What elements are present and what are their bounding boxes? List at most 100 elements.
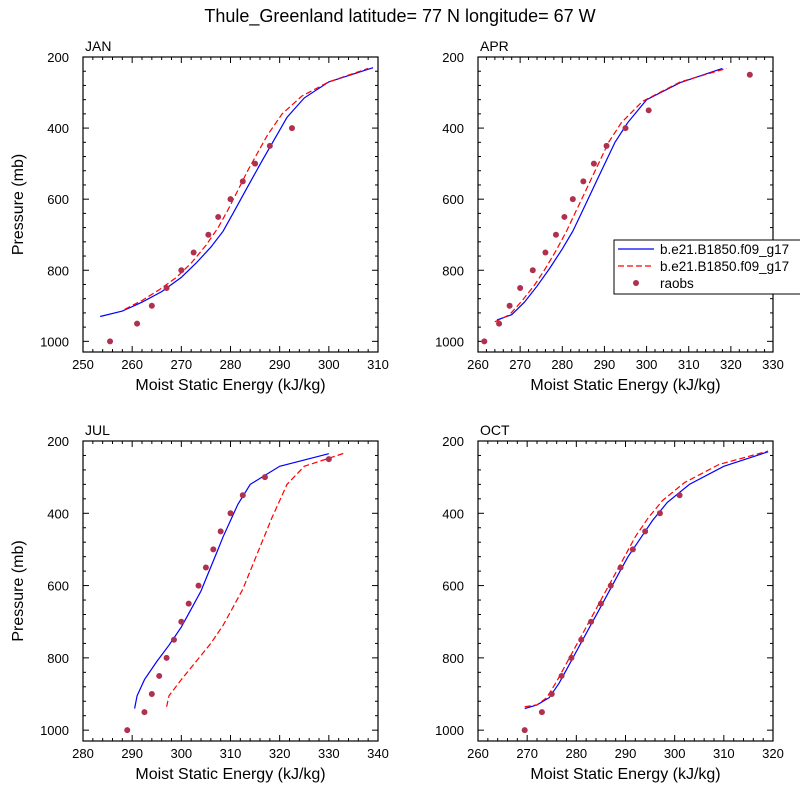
raobs-marker: [288, 125, 295, 132]
raobs-marker: [542, 249, 549, 256]
legend-label: raobs: [660, 276, 694, 291]
model-dashed-line: [166, 452, 347, 707]
raobs-marker: [552, 231, 559, 238]
x-tick-label: 320: [762, 746, 784, 761]
x-tick-label: 320: [720, 357, 742, 372]
x-tick-label: 280: [565, 746, 587, 761]
raobs-marker: [538, 709, 545, 716]
y-tick-label: 1000: [435, 334, 464, 349]
series-layer: [124, 452, 347, 734]
model-solid-line: [134, 453, 329, 709]
panel-apr: APR 260 270 280 290 300 310 320 330 200 400 600 800 1…: [435, 38, 784, 394]
raobs-marker: [195, 582, 202, 589]
model-solid-line: [100, 67, 374, 318]
x-tick-label: 270: [509, 357, 531, 372]
x-tick-label: 300: [170, 746, 192, 761]
x-tick-label: 260: [121, 357, 143, 372]
raobs-marker: [202, 564, 209, 571]
model-solid-line: [524, 451, 769, 710]
x-axis-label: Moist Static Energy (kJ/kg): [530, 377, 720, 394]
raobs-marker: [496, 320, 503, 327]
legend-raobs-marker: [633, 280, 639, 286]
raobs-marker: [107, 338, 114, 345]
x-tick-label: 310: [713, 746, 735, 761]
panel-label: JAN: [85, 38, 111, 54]
raobs-marker: [261, 474, 268, 481]
x-tick-label: 310: [220, 746, 242, 761]
x-tick-label: 300: [664, 746, 686, 761]
raobs-marker: [227, 196, 234, 203]
raobs-marker: [578, 636, 585, 643]
y-tick-label: 800: [47, 263, 69, 278]
series-layer: [481, 67, 753, 345]
y-tick-label: 200: [47, 434, 69, 449]
raobs-marker: [170, 636, 177, 643]
x-tick-label: 270: [170, 357, 192, 372]
series-layer: [521, 450, 769, 734]
y-axis-label: Pressure (mb): [10, 540, 27, 641]
raobs-marker: [561, 213, 568, 220]
panels-container: JAN 250 260 270 280 290 300 310 200 400 600 800 1000…: [10, 38, 784, 783]
x-tick-label: 310: [678, 357, 700, 372]
y-tick-label: 1000: [40, 334, 69, 349]
raobs-marker: [178, 267, 185, 274]
raobs-marker: [588, 618, 595, 625]
y-tick-label: 1000: [40, 723, 69, 738]
y-tick-label: 600: [442, 579, 464, 594]
raobs-marker: [645, 107, 652, 114]
y-tick-label: 600: [47, 192, 69, 207]
model-solid-line: [496, 67, 723, 321]
panel-label: OCT: [480, 422, 510, 438]
raobs-marker: [548, 691, 555, 698]
x-tick-label: 310: [367, 357, 389, 372]
x-tick-label: 260: [467, 357, 489, 372]
raobs-marker: [325, 456, 332, 463]
x-axis-label: Moist Static Energy (kJ/kg): [135, 766, 325, 783]
panel-jul: JUL 280 290 300 310 320 330 340 200 400 600 800 1000…: [10, 422, 389, 783]
raobs-marker: [603, 142, 610, 149]
raobs-marker: [746, 71, 753, 78]
panel-oct: OCT 260 270 280 290 300 310 320 200 400 600 800 1000…: [435, 422, 784, 783]
raobs-marker: [558, 672, 565, 679]
raobs-marker: [178, 618, 185, 625]
y-tick-label: 600: [442, 192, 464, 207]
x-tick-label: 290: [594, 357, 616, 372]
x-axis-label: Moist Static Energy (kJ/kg): [530, 766, 720, 783]
raobs-marker: [266, 142, 273, 149]
plot-frame: [477, 440, 774, 742]
raobs-marker: [156, 672, 163, 679]
raobs-marker: [590, 160, 597, 167]
raobs-marker: [617, 564, 624, 571]
raobs-marker: [629, 546, 636, 553]
model-dashed-line: [524, 450, 769, 708]
raobs-marker: [124, 727, 131, 734]
y-tick-label: 200: [442, 50, 464, 65]
raobs-marker: [481, 338, 488, 345]
y-tick-label: 400: [47, 506, 69, 521]
raobs-marker: [676, 492, 683, 499]
panel-label: JUL: [85, 422, 110, 438]
raobs-marker: [521, 727, 528, 734]
raobs-marker: [134, 320, 141, 327]
y-tick-label: 200: [47, 50, 69, 65]
raobs-marker: [163, 654, 170, 661]
figure-title: Thule_Greenland latitude= 77 N longitude…: [204, 6, 595, 27]
x-tick-label: 290: [121, 746, 143, 761]
x-tick-label: 290: [269, 357, 291, 372]
raobs-marker: [569, 196, 576, 203]
model-dashed-line: [494, 67, 727, 323]
y-tick-label: 800: [442, 263, 464, 278]
series-layer: [100, 67, 374, 345]
x-tick-label: 280: [220, 357, 242, 372]
x-tick-label: 270: [516, 746, 538, 761]
x-tick-label: 320: [269, 746, 291, 761]
y-tick-label: 800: [47, 651, 69, 666]
x-tick-label: 280: [551, 357, 573, 372]
raobs-marker: [252, 160, 259, 167]
legend-label: b.e21.B1850.f09_g17: [660, 259, 789, 274]
x-tick-label: 290: [615, 746, 637, 761]
x-tick-label: 260: [467, 746, 489, 761]
raobs-marker: [529, 267, 536, 274]
y-tick-label: 800: [442, 651, 464, 666]
raobs-marker: [141, 709, 148, 716]
